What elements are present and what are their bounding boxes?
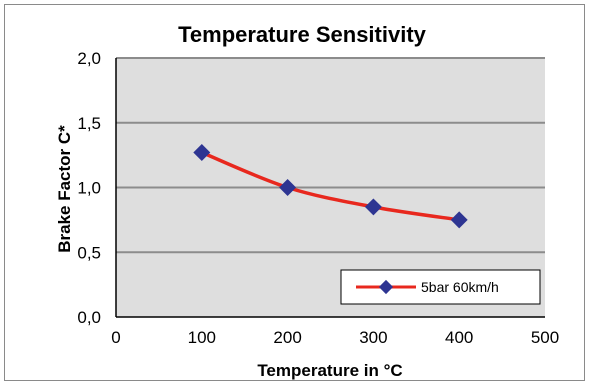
x-tick-label: 200 <box>273 328 301 347</box>
x-tick-labels: 0 100 200 300 400 500 <box>111 328 559 347</box>
x-tick-label: 500 <box>531 328 559 347</box>
x-tick-label: 0 <box>111 328 120 347</box>
x-tick-label: 100 <box>188 328 216 347</box>
series-line <box>201 150 460 222</box>
data-point-marker <box>364 198 382 216</box>
chart-title: Temperature Sensitivity <box>178 22 427 47</box>
y-tick-label: 1,5 <box>77 114 101 133</box>
y-tick-labels: 0,0 0,5 1,0 1,5 2,0 <box>77 49 101 327</box>
y-tick-label: 1,0 <box>77 179 101 198</box>
data-point-marker <box>279 179 297 196</box>
legend-label: 5bar 60km/h <box>421 279 499 295</box>
x-axis-label: Temperature in °C <box>257 361 402 380</box>
y-tick-label: 0,0 <box>77 308 101 327</box>
y-tick-label: 0,5 <box>77 243 101 262</box>
data-point-marker <box>450 211 468 229</box>
legend: 5bar 60km/h <box>340 269 541 305</box>
data-point-marker <box>193 144 211 162</box>
y-axis-label: Brake Factor C* <box>55 125 74 253</box>
grid-lines <box>115 57 545 318</box>
legend-marker-symbol <box>378 279 394 295</box>
data-series <box>193 144 468 229</box>
x-tick-label: 300 <box>359 328 387 347</box>
y-tick-label: 2,0 <box>77 49 101 68</box>
x-tick-label: 400 <box>445 328 473 347</box>
